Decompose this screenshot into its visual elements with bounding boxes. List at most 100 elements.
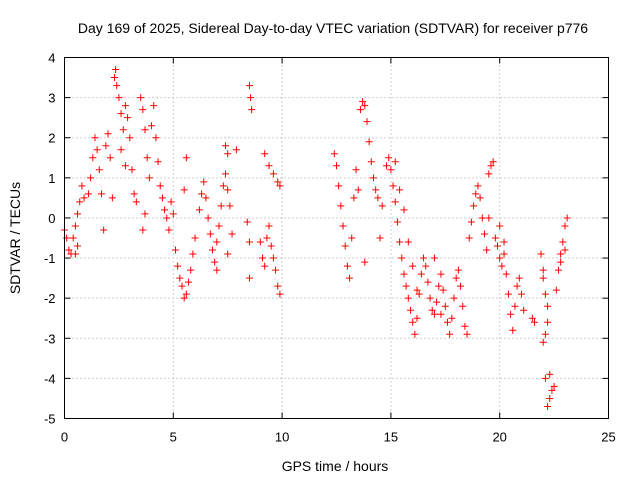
data-point [452, 274, 460, 282]
data-point [180, 294, 188, 302]
data-point [457, 282, 465, 290]
data-point [348, 234, 356, 242]
data-point [430, 254, 438, 262]
data-point [404, 238, 412, 246]
data-point [561, 222, 569, 230]
data-point [450, 294, 458, 302]
data-point [552, 286, 560, 294]
data-point [409, 262, 417, 270]
data-point [398, 254, 406, 262]
data-point [528, 314, 536, 322]
data-point [76, 198, 84, 206]
data-point [415, 290, 423, 298]
data-point [204, 214, 212, 222]
data-point [557, 250, 565, 258]
data-point [154, 158, 162, 166]
data-point [182, 154, 190, 162]
y-tick-label: 2 [48, 131, 55, 146]
data-point [550, 382, 558, 390]
data-point [219, 182, 227, 190]
data-point [548, 386, 556, 394]
data-point [339, 222, 347, 230]
axis-ticks: 0 5 10 15 20 25 -5 -4 -3 -2 -1 0 1 2 3 4 [44, 51, 616, 445]
data-point [352, 166, 360, 174]
data-point [378, 202, 386, 210]
data-point [222, 170, 230, 178]
data-point [224, 250, 232, 258]
data-point [539, 338, 547, 346]
data-point [124, 114, 132, 122]
data-point [544, 302, 552, 310]
grid [64, 57, 609, 419]
data-point [167, 198, 175, 206]
data-point [274, 178, 282, 186]
data-point [430, 310, 438, 318]
data-point [259, 254, 267, 262]
data-point [276, 290, 284, 298]
data-point [539, 274, 547, 282]
data-point [80, 194, 88, 202]
y-tick-label: -4 [44, 371, 56, 386]
data-point [141, 126, 149, 134]
data-point [78, 182, 86, 190]
data-point [137, 94, 145, 102]
data-point [400, 270, 408, 278]
data-point [376, 234, 384, 242]
data-point [145, 174, 153, 182]
data-point [559, 238, 567, 246]
y-tick-label: -5 [44, 412, 56, 427]
data-point [465, 234, 473, 242]
data-point [276, 182, 284, 190]
data-point [369, 174, 377, 182]
data-point [413, 286, 421, 294]
data-point [187, 266, 195, 274]
data-point [228, 230, 236, 238]
data-point [171, 246, 179, 254]
data-point [396, 186, 404, 194]
data-point [383, 162, 391, 170]
data-point [180, 186, 188, 194]
data-point [346, 274, 354, 282]
data-point [261, 262, 269, 270]
data-point [367, 158, 375, 166]
data-point [443, 318, 451, 326]
data-point [130, 190, 138, 198]
x-tick-label: 20 [492, 430, 506, 445]
data-point [472, 190, 480, 198]
data-point [494, 242, 502, 250]
data-point [437, 270, 445, 278]
data-point [504, 290, 512, 298]
data-point [489, 158, 497, 166]
data-point [256, 238, 264, 246]
data-point [87, 174, 95, 182]
data-point [400, 206, 408, 214]
data-point [156, 182, 164, 190]
data-point [89, 154, 97, 162]
data-point [541, 290, 549, 298]
data-point [467, 218, 475, 226]
data-point [433, 298, 441, 306]
data-point [531, 318, 539, 326]
y-tick-label: 4 [48, 51, 55, 66]
data-point [139, 226, 147, 234]
data-point [439, 286, 447, 294]
data-point [391, 158, 399, 166]
data-point [517, 290, 525, 298]
data-point [387, 166, 395, 174]
data-point [198, 190, 206, 198]
data-point [515, 274, 523, 282]
data-point [215, 222, 223, 230]
data-point [541, 374, 549, 382]
data-point [100, 226, 108, 234]
data-point [474, 182, 482, 190]
data-point [406, 306, 414, 314]
data-point [245, 82, 253, 90]
data-point [243, 218, 251, 226]
data-point [330, 150, 338, 158]
data-point [441, 302, 449, 310]
x-tick-label: 5 [170, 430, 177, 445]
data-point [150, 102, 158, 110]
data-point [245, 274, 253, 282]
y-tick-label: 0 [48, 211, 55, 226]
